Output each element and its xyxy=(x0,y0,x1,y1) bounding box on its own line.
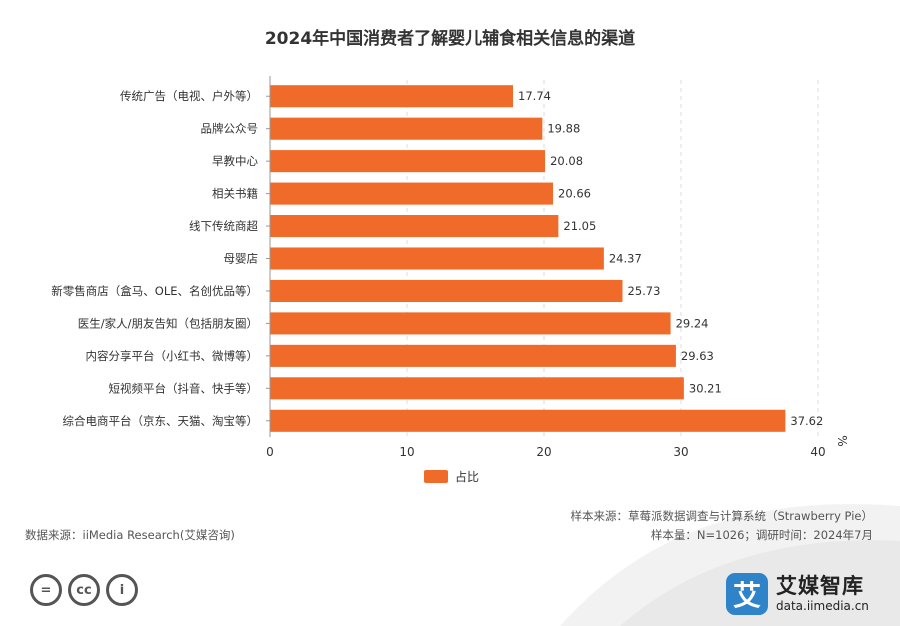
sample-info: 样本量：N=1026；调研时间：2024年7月 xyxy=(650,528,873,542)
creative-commons-icon: cc xyxy=(68,574,100,606)
category-label: 母婴店 xyxy=(224,252,259,266)
bar xyxy=(270,409,786,432)
chart-title: 2024年中国消费者了解婴儿辅食相关信息的渠道 xyxy=(265,28,635,49)
value-label: 19.88 xyxy=(547,122,580,136)
value-label: 30.21 xyxy=(689,381,722,395)
value-label: 20.08 xyxy=(550,154,583,168)
value-label: 37.62 xyxy=(790,414,823,428)
value-label: 29.63 xyxy=(681,349,714,363)
category-label: 相关书籍 xyxy=(212,187,258,201)
brand-url: data.iimedia.cn xyxy=(776,599,869,613)
value-label: 20.66 xyxy=(558,187,591,201)
equals-icon: = xyxy=(30,574,62,606)
value-label: 21.05 xyxy=(563,219,596,233)
bar xyxy=(270,279,623,302)
x-tick-label: 0 xyxy=(266,445,274,459)
value-label: 29.24 xyxy=(676,316,709,330)
bar xyxy=(270,150,546,173)
category-label: 传统广告（电视、户外等） xyxy=(120,89,258,103)
chart: 2024年中国消费者了解婴儿辅食相关信息的渠道 传统广告（电视、户外等） 17.7… xyxy=(51,28,849,484)
legend: 占比 xyxy=(424,469,479,484)
brand: 艾 艾媒智库 data.iimedia.cn xyxy=(726,573,869,615)
x-tick-label: 20 xyxy=(536,445,551,459)
bar xyxy=(270,377,684,400)
x-tick-label: 30 xyxy=(673,445,688,459)
bar xyxy=(270,344,676,367)
category-label: 内容分享平台（小红书、微博等） xyxy=(86,349,259,363)
license-icons: = cc i xyxy=(30,574,138,606)
legend-label: 占比 xyxy=(455,469,479,484)
value-label: 17.74 xyxy=(518,89,551,103)
bar xyxy=(270,85,514,108)
category-label: 短视频平台（抖音、快手等） xyxy=(109,381,259,395)
attribution-person-icon: i xyxy=(106,574,138,606)
brand-logo-icon: 艾 xyxy=(726,573,768,615)
category-label: 新零售商店（盒马、OLE、名创优品等） xyxy=(51,284,258,298)
category-label: 医生/家人/朋友告知（包括朋友圈） xyxy=(78,316,258,330)
data-source: 数据来源：iiMedia Research(艾媒咨询) xyxy=(25,528,235,542)
category-label: 综合电商平台（京东、天猫、淘宝等） xyxy=(63,414,259,428)
bar xyxy=(270,182,554,205)
bar xyxy=(270,247,604,270)
bar xyxy=(270,312,671,335)
category-label: 早教中心 xyxy=(212,154,258,168)
value-label: 25.73 xyxy=(628,284,661,298)
value-label: 24.37 xyxy=(609,252,642,266)
category-label: 品牌公众号 xyxy=(201,122,259,136)
category-label: 线下传统商超 xyxy=(189,219,258,233)
unit-label: % xyxy=(835,435,849,446)
sample-source: 样本来源：草莓派数据调查与计算系统（Strawberry Pie） xyxy=(570,509,873,523)
brand-name: 艾媒智库 xyxy=(776,574,864,598)
x-tick-label: 10 xyxy=(399,445,414,459)
legend-swatch xyxy=(424,470,448,483)
x-tick-label: 40 xyxy=(810,445,825,459)
bar xyxy=(270,117,543,140)
bar xyxy=(270,215,559,238)
